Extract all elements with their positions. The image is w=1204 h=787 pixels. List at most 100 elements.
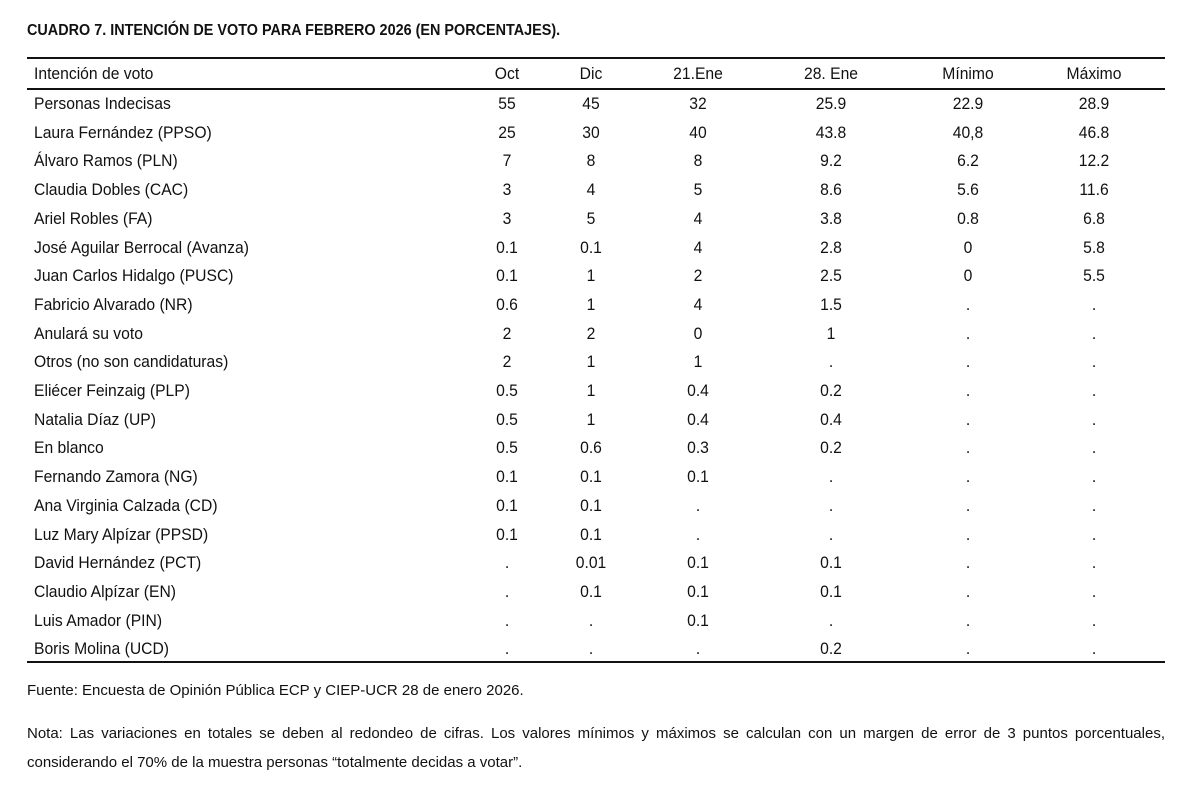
header-cell: Dic xyxy=(579,65,603,83)
header-cell: Intención de voto xyxy=(34,65,154,83)
top-rule xyxy=(27,57,1165,59)
table-cell: . xyxy=(1091,382,1097,400)
table-cell: 0.1 xyxy=(580,496,602,515)
table-cell: 0.5 xyxy=(496,382,518,400)
header-rule xyxy=(27,88,1165,90)
table-cell: 45 xyxy=(582,95,600,113)
table-cell: . xyxy=(965,582,971,601)
table-title: CUADRO 7. INTENCIÓN DE VOTO PARA FEBRERO… xyxy=(27,22,561,39)
table-cell: 9.2 xyxy=(820,152,842,171)
table-cell: 5.6 xyxy=(957,181,979,200)
table-cell: 30 xyxy=(582,123,600,142)
table-cell: 0.1 xyxy=(820,582,842,601)
table-cell: 0.8 xyxy=(957,209,979,228)
table-cell: . xyxy=(1091,554,1097,573)
table-cell: 0.2 xyxy=(820,439,842,458)
row-label: Otros (no son candidaturas) xyxy=(34,353,229,372)
table-cell: 5 xyxy=(586,209,596,228)
table-cell: . xyxy=(828,496,834,515)
table-cell: 4 xyxy=(693,209,703,228)
table-cell: 0.4 xyxy=(687,410,709,429)
table-cell: 0.1 xyxy=(496,468,518,487)
table-cell: 2 xyxy=(693,267,703,286)
source: Fuente: Encuesta de Opinión Pública ECP … xyxy=(27,682,524,699)
header-cell: Mínimo xyxy=(942,65,994,83)
table-cell: 32 xyxy=(689,95,707,113)
table-cell: 0 xyxy=(963,238,973,257)
table-cell: 5 xyxy=(693,181,703,200)
table-cell: 4 xyxy=(693,295,703,314)
table-cell: 0.6 xyxy=(580,439,602,458)
table-cell: 5.8 xyxy=(1083,238,1105,257)
row-label: Personas Indecisas xyxy=(34,95,171,113)
table-cell: 0.1 xyxy=(580,238,602,257)
table-cell: 0.1 xyxy=(496,496,518,515)
header-cell: 28. Ene xyxy=(803,65,859,83)
table-cell: . xyxy=(1091,410,1097,429)
table-cell: . xyxy=(1091,496,1097,515)
table-cell: . xyxy=(504,611,510,630)
table-cell: . xyxy=(965,295,971,314)
table-cell: 8 xyxy=(693,152,703,171)
row-label: Juan Carlos Hidalgo (PUSC) xyxy=(34,267,234,286)
table-cell: . xyxy=(1091,353,1097,372)
table-cell: 0.1 xyxy=(580,468,602,487)
table-cell: . xyxy=(1091,324,1097,343)
table-cell: . xyxy=(965,353,971,372)
table-cell: . xyxy=(695,496,701,515)
table-cell: 1 xyxy=(586,382,596,400)
table-cell: 1 xyxy=(586,353,596,372)
row-label: Fabricio Alvarado (NR) xyxy=(34,295,193,314)
table-cell: 22.9 xyxy=(952,95,984,113)
table-cell: 2 xyxy=(502,324,512,343)
table-cell: 3.8 xyxy=(820,209,842,228)
table-cell: 1 xyxy=(586,410,596,429)
row-label: David Hernández (PCT) xyxy=(34,554,202,573)
table-cell: 0.5 xyxy=(496,439,518,458)
table-cell: . xyxy=(1091,640,1097,659)
table-cell: 0.4 xyxy=(820,410,842,429)
bottom-rule xyxy=(27,661,1165,663)
row-label: Claudia Dobles (CAC) xyxy=(34,181,189,200)
row-label: Claudio Alpízar (EN) xyxy=(34,582,177,601)
table-cell: . xyxy=(1091,439,1097,458)
table-cell: . xyxy=(965,496,971,515)
table-cell: . xyxy=(1091,611,1097,630)
table-cell: 1.5 xyxy=(820,295,842,314)
table-cell: 4 xyxy=(586,181,596,200)
table-cell: 0.01 xyxy=(575,554,607,573)
table-cell: 12.2 xyxy=(1078,152,1110,171)
header-cell: 21.Ene xyxy=(673,65,723,83)
row-label: Anulará su voto xyxy=(34,324,143,343)
table-cell: 46.8 xyxy=(1078,123,1110,142)
table-cell: . xyxy=(965,382,971,400)
table-cell: 2.5 xyxy=(820,267,842,286)
table-cell: 2 xyxy=(502,353,512,372)
row-label: Natalia Díaz (UP) xyxy=(34,410,156,429)
table-cell: 0.1 xyxy=(687,582,709,601)
table-cell: . xyxy=(828,468,834,487)
header-cell: Oct xyxy=(494,65,520,83)
row-label: Laura Fernández (PPSO) xyxy=(34,123,212,142)
table-cell: 25.9 xyxy=(815,95,847,113)
table-cell: 1 xyxy=(693,353,703,372)
table-cell: . xyxy=(588,611,594,630)
table-cell: 0.1 xyxy=(496,267,518,286)
table-cell: 3 xyxy=(502,209,512,228)
row-label: Boris Molina (UCD) xyxy=(34,640,170,659)
table-cell: . xyxy=(1091,295,1097,314)
table-cell: . xyxy=(828,525,834,544)
table-cell: . xyxy=(504,554,510,573)
row-label: Fernando Zamora (NG) xyxy=(34,468,198,487)
table-cell: 6.8 xyxy=(1083,209,1105,228)
table-cell: 0.6 xyxy=(496,295,518,314)
table-cell: . xyxy=(1091,525,1097,544)
table-cell: 4 xyxy=(693,238,703,257)
table-cell: . xyxy=(588,640,594,659)
table-cell: 0.1 xyxy=(687,554,709,573)
table-cell: 0 xyxy=(693,324,703,343)
table-cell: 2.8 xyxy=(820,238,842,257)
table-cell: . xyxy=(965,525,971,544)
table-cell: 0.3 xyxy=(687,439,709,458)
